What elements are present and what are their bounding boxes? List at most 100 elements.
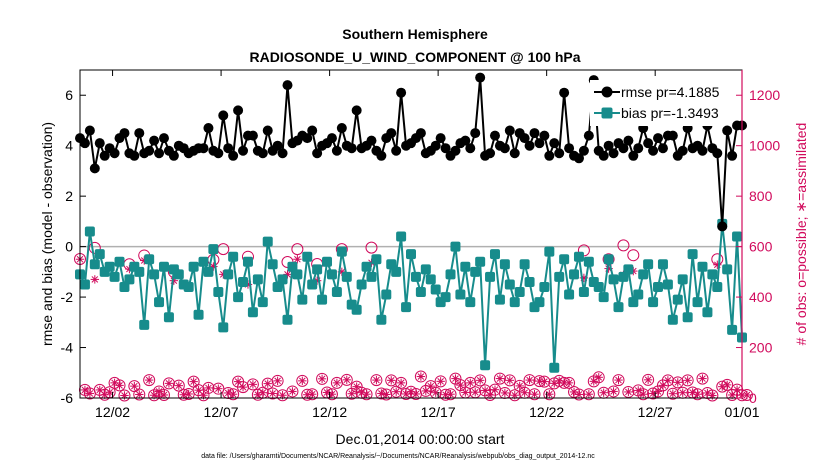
obs-possible-point bbox=[291, 243, 304, 256]
rmse-point bbox=[366, 135, 377, 146]
rmse-point bbox=[667, 130, 678, 141]
obs-assimilated-point bbox=[594, 373, 603, 382]
obs-assimilated-point bbox=[238, 382, 248, 392]
obs-possible-point bbox=[340, 373, 353, 386]
rmse-point bbox=[559, 87, 570, 98]
obs-assimilated-point bbox=[678, 388, 687, 397]
rmse-point bbox=[697, 145, 708, 156]
rmse-point bbox=[223, 143, 234, 154]
obs-assimilated-point bbox=[95, 385, 104, 395]
bias-point bbox=[593, 281, 604, 292]
rmse-point bbox=[262, 125, 273, 136]
bias-point bbox=[470, 266, 481, 277]
obs-assimilated-point bbox=[194, 385, 203, 395]
legend-box bbox=[590, 80, 724, 126]
obs-assimilated-point bbox=[362, 390, 371, 399]
obs-possible-point bbox=[652, 385, 665, 398]
obs-assimilated-point bbox=[416, 372, 426, 381]
bias-point bbox=[198, 256, 209, 267]
obs-assimilated-point bbox=[624, 387, 633, 397]
obs-possible-point bbox=[716, 380, 729, 393]
x-tick-label: 12/27 bbox=[638, 404, 673, 420]
obs-possible-point bbox=[157, 388, 170, 401]
bias-point bbox=[440, 292, 451, 303]
rmse-point bbox=[213, 148, 224, 159]
rmse-point bbox=[144, 145, 155, 156]
rmse-point bbox=[489, 130, 500, 141]
obs-assimilated-point bbox=[520, 388, 529, 397]
obs-assimilated-point bbox=[732, 385, 742, 394]
bias-point bbox=[351, 304, 362, 315]
obs-possible-point bbox=[419, 384, 432, 397]
obs-possible-point bbox=[642, 373, 655, 386]
bias-point bbox=[267, 259, 278, 270]
bias-point bbox=[559, 254, 570, 265]
obs-possible-point bbox=[296, 374, 309, 387]
legend-bias-marker bbox=[601, 107, 613, 119]
rmse-point bbox=[84, 125, 95, 136]
bias-point bbox=[524, 276, 535, 287]
obs-assimilated-point bbox=[564, 378, 574, 388]
x-tick-label: 12/07 bbox=[204, 404, 239, 420]
rmse-point bbox=[312, 148, 323, 159]
obs-possible-point bbox=[607, 385, 620, 398]
rmse-point bbox=[564, 143, 575, 154]
obs-assimilated-point bbox=[144, 375, 154, 385]
obs-assimilated-point bbox=[298, 376, 307, 386]
bias-point bbox=[401, 302, 412, 313]
x-tick-label: 12/22 bbox=[529, 404, 564, 420]
obs-assimilated-point bbox=[258, 388, 267, 397]
obs-possible-point bbox=[503, 374, 516, 387]
rmse-point bbox=[628, 150, 639, 161]
bias-point bbox=[154, 297, 165, 308]
obs-assimilated-point bbox=[436, 377, 445, 386]
obs-assimilated-point bbox=[268, 389, 277, 398]
rmse-point bbox=[578, 145, 589, 156]
obs-assimilated-point bbox=[693, 390, 702, 399]
obs-possible-point bbox=[493, 372, 506, 385]
bias-point bbox=[322, 256, 333, 267]
obs-assimilated-point bbox=[382, 390, 391, 399]
rmse-point bbox=[608, 148, 619, 159]
obs-possible-point bbox=[622, 385, 635, 398]
y-right-tick-label: 0 bbox=[749, 390, 757, 406]
obs-assimilated-point bbox=[456, 380, 465, 390]
obs-possible-point bbox=[395, 376, 408, 389]
obs-assimilated-point bbox=[475, 376, 485, 385]
legend-bias-label: bias pr=-1.3493 bbox=[621, 105, 719, 121]
bias-point bbox=[183, 281, 194, 292]
bias-point bbox=[104, 261, 115, 272]
obs-assimilated-point bbox=[149, 391, 159, 400]
bias-point bbox=[203, 266, 214, 277]
obs-assimilated-point bbox=[214, 384, 223, 393]
obs-possible-point bbox=[617, 239, 630, 252]
obs-possible-point bbox=[691, 388, 704, 401]
obs-assimilated-point bbox=[90, 275, 100, 284]
bias-point bbox=[89, 259, 100, 270]
obs-possible-point bbox=[681, 374, 694, 387]
obs-assimilated-point bbox=[466, 378, 475, 388]
obs-assimilated-point bbox=[347, 389, 356, 398]
obs-possible-point bbox=[612, 374, 625, 387]
x-tick-label: 12/12 bbox=[312, 404, 347, 420]
rmse-point bbox=[435, 133, 446, 144]
bias-point bbox=[485, 271, 496, 282]
obs-assimilated-point bbox=[204, 383, 213, 393]
rmse-point bbox=[277, 148, 288, 159]
obs-possible-point bbox=[434, 375, 447, 388]
bias-point bbox=[504, 279, 515, 290]
rmse-point bbox=[326, 133, 337, 144]
bias-point bbox=[213, 287, 224, 298]
bias-point bbox=[415, 287, 426, 298]
bias-point bbox=[119, 281, 130, 292]
rmse-point bbox=[485, 148, 496, 159]
obs-assimilated-point bbox=[663, 376, 673, 385]
bias-point bbox=[223, 269, 234, 280]
bias-point bbox=[307, 279, 318, 290]
bias-point bbox=[406, 249, 416, 260]
y-right-tick-label: 600 bbox=[749, 239, 773, 255]
rmse-point bbox=[233, 105, 244, 116]
bias-point bbox=[509, 297, 520, 308]
bias-point bbox=[366, 271, 377, 282]
rmse-point bbox=[154, 148, 165, 159]
